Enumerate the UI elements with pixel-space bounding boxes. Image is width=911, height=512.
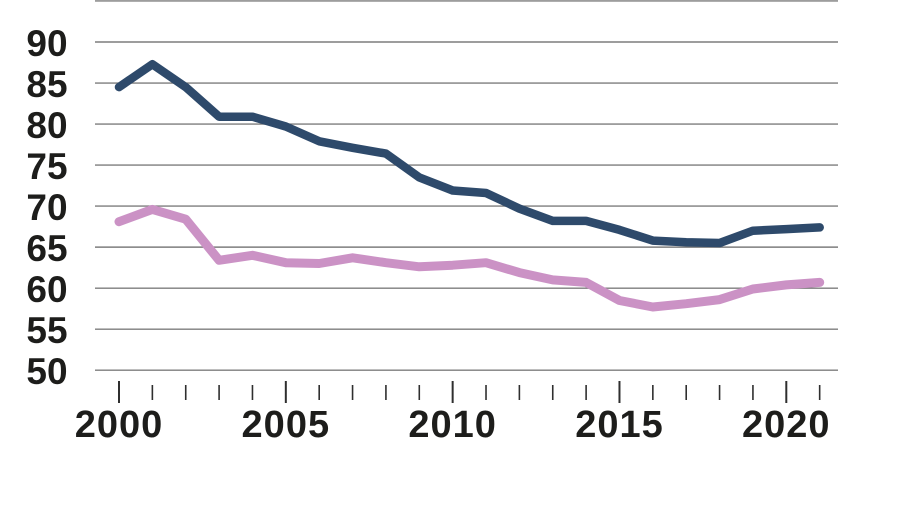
y-axis-label: 60 [26,269,67,310]
pink-series-line [114,204,825,312]
x-axis-label: 2020 [742,404,831,446]
x-axis-label: 2000 [75,404,164,446]
y-axis-label: 80 [26,105,67,146]
dark-blue-series-line [114,59,824,248]
y-axis-label: 50 [26,351,67,392]
y-axis-label: 85 [26,64,67,105]
x-axis-label: 2005 [242,404,331,446]
y-axis-label: 65 [26,228,67,269]
y-axis-label: 55 [26,310,67,351]
x-axis-label: 2015 [575,404,664,446]
y-axis-label: 70 [26,187,67,228]
y-axis-label: 90 [26,23,67,64]
x-axis-label: 2010 [408,404,497,446]
y-axis-label: 75 [26,146,67,187]
